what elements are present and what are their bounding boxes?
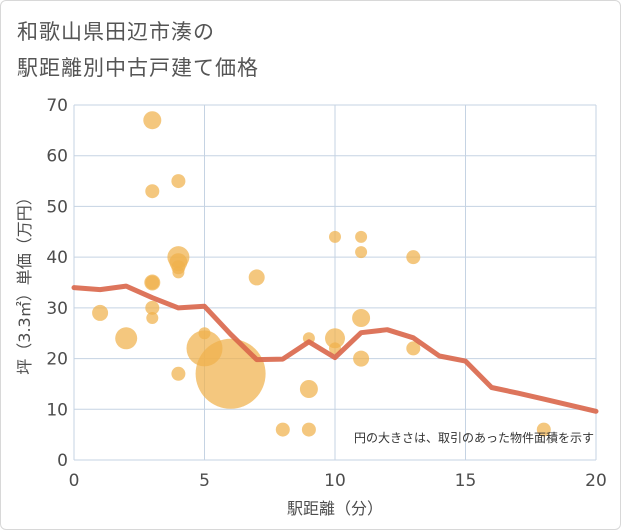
trend-line <box>71 283 599 414</box>
data-bubble <box>186 330 223 367</box>
y-tick-label: 30 <box>46 299 68 319</box>
x-tick-label: 15 <box>455 471 477 491</box>
title-line-2: 駅距離別中古戸建て価格 <box>17 56 259 80</box>
data-bubble <box>325 328 345 349</box>
data-bubble <box>353 350 370 367</box>
data-bubble <box>329 230 341 243</box>
data-bubble <box>406 250 421 265</box>
data-bubble <box>275 422 290 437</box>
bubble-series <box>92 111 551 437</box>
trend-line-group <box>71 283 599 414</box>
y-tick-label: 10 <box>46 400 68 420</box>
x-tick-label: 5 <box>199 471 210 491</box>
data-bubble <box>145 275 160 290</box>
data-bubble <box>143 111 162 130</box>
data-bubble <box>352 309 371 327</box>
y-tick-label: 40 <box>46 248 68 268</box>
chart-title: 和歌山県田辺市湊の 駅距離別中古戸建て価格 <box>17 14 259 86</box>
data-bubble <box>146 312 159 324</box>
data-bubble <box>198 327 211 340</box>
x-tick-label: 10 <box>324 471 346 491</box>
data-bubble <box>145 184 160 199</box>
data-bubble <box>301 422 316 437</box>
y-tick-label: 0 <box>57 451 68 471</box>
data-bubble <box>171 174 186 189</box>
data-bubble <box>355 230 368 243</box>
axis-ticks: 0 5 10 15 20 0 10 20 30 40 50 60 70 <box>46 96 606 491</box>
size-note: 円の大きさは、取引のあった物件面積を示す <box>354 430 594 445</box>
title-line-1: 和歌山県田辺市湊の <box>17 20 215 44</box>
data-bubble <box>355 246 368 259</box>
y-axis-label: 坪（3.3㎡）単価（万円） <box>15 189 34 374</box>
y-tick-label: 70 <box>46 96 68 116</box>
x-axis-label: 駅距離（分） <box>287 499 383 518</box>
data-bubble <box>248 269 265 286</box>
y-tick-label: 50 <box>46 197 68 217</box>
data-bubble <box>536 422 551 437</box>
x-tick-label: 20 <box>585 471 607 491</box>
data-bubble <box>145 300 160 315</box>
data-bubble <box>115 327 138 350</box>
x-tick-label: 0 <box>69 471 80 491</box>
data-bubble <box>172 266 185 279</box>
grid-lines <box>73 104 597 461</box>
data-bubble <box>406 341 421 356</box>
data-bubble <box>299 380 318 398</box>
data-bubble <box>171 366 186 381</box>
y-tick-label: 60 <box>46 147 68 167</box>
y-tick-label: 20 <box>46 350 68 370</box>
data-bubble <box>92 304 109 321</box>
